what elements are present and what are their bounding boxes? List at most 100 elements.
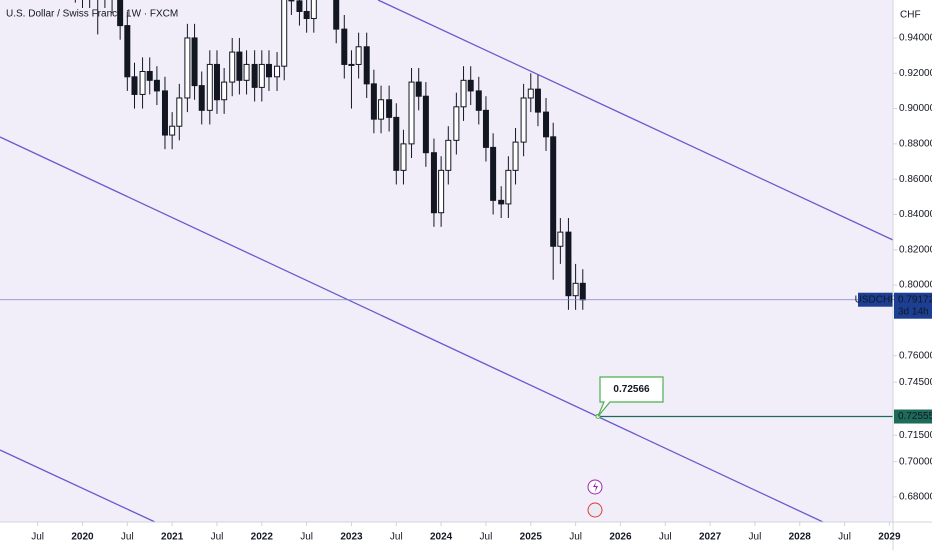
- x-tick-label: 2022: [251, 532, 274, 543]
- candle-body: [565, 231, 572, 297]
- y-tick-label: 0.80000: [899, 280, 932, 291]
- channel-bottom: [0, 449, 156, 522]
- x-tick-label: Jul: [569, 532, 582, 543]
- y-tick-label: 0.82000: [899, 244, 932, 255]
- x-tick-label: 2023: [340, 532, 363, 543]
- chart-title: U.S. Dollar / Swiss Franc · 1W · FXCM: [6, 9, 178, 20]
- candle-body: [124, 25, 131, 78]
- x-tick-label: 2024: [430, 532, 453, 543]
- candle-body: [206, 63, 213, 111]
- candle-body: [482, 109, 489, 148]
- y-tick-label: 0.74500: [899, 377, 932, 388]
- x-tick-label: 2027: [699, 532, 722, 543]
- candle-body: [512, 141, 519, 171]
- x-tick-label: Jul: [480, 532, 493, 543]
- price-box: [894, 292, 932, 319]
- candle-body: [296, 0, 303, 12]
- y-tick-label: 0.86000: [899, 174, 932, 185]
- candle-body: [303, 10, 310, 20]
- candle-body: [229, 51, 236, 83]
- candle-body: [370, 83, 377, 120]
- candle-body: [438, 169, 445, 214]
- x-tick-label: 2029: [878, 532, 901, 543]
- candle-body: [146, 70, 153, 81]
- last-price-label: 0.79172: [898, 294, 932, 305]
- y-tick-label: 0.70000: [899, 456, 932, 467]
- candle-body: [236, 51, 243, 81]
- drawings: [0, 0, 893, 522]
- x-tick-label: Jul: [749, 532, 762, 543]
- x-tick-label: Jul: [659, 532, 672, 543]
- candle-body: [527, 88, 534, 99]
- candle-body: [191, 37, 198, 87]
- candle-body: [467, 79, 474, 92]
- x-tick-label: 2026: [609, 532, 632, 543]
- candle-body: [363, 46, 370, 85]
- flag-icon: [587, 502, 603, 518]
- plot-background: [0, 0, 893, 522]
- candle-body: [258, 63, 265, 88]
- candle-body: [176, 97, 183, 127]
- candle-body: [534, 88, 541, 113]
- candle-body: [490, 146, 497, 201]
- symbol-label: USDCHF: [855, 294, 897, 305]
- candle-body: [348, 63, 355, 66]
- currency-label: CHF: [900, 10, 921, 21]
- candle-body: [117, 0, 124, 27]
- candle-body: [184, 37, 191, 99]
- candle-body: [131, 76, 138, 95]
- candle-body: [579, 282, 586, 301]
- x-tick-label: Jul: [211, 532, 224, 543]
- candle-body: [213, 63, 220, 101]
- candle-body: [386, 99, 393, 118]
- candle-body: [460, 79, 467, 108]
- candle-body: [139, 70, 146, 95]
- candle-body: [355, 46, 362, 65]
- candle-body: [408, 81, 415, 145]
- channel-top: [377, 0, 893, 241]
- x-tick-label: Jul: [121, 532, 134, 543]
- candle-body: [221, 81, 228, 101]
- candle-body: [288, 0, 295, 2]
- candle-body: [475, 90, 482, 111]
- x-tick-label: 2021: [161, 532, 184, 543]
- candle-body: [378, 99, 385, 120]
- countdown-label: 3d 14h: [898, 306, 929, 317]
- y-tick-label: 0.76000: [899, 350, 932, 361]
- candle-body: [198, 85, 205, 111]
- x-tick-label: 2020: [71, 532, 94, 543]
- y-tick-label: 0.94000: [899, 33, 932, 44]
- candle-body: [153, 79, 160, 92]
- x-tick-label: Jul: [838, 532, 851, 543]
- candle-body: [274, 65, 281, 78]
- candle-body: [557, 231, 564, 247]
- x-tick-label: 2025: [520, 532, 543, 543]
- y-tick-label: 0.90000: [899, 103, 932, 114]
- x-tick-label: Jul: [390, 532, 403, 543]
- candle-body: [310, 0, 317, 20]
- candle-body: [415, 81, 422, 97]
- candle-body: [543, 111, 550, 138]
- candle-body: [498, 199, 505, 205]
- candle-body: [550, 136, 557, 247]
- candle-body: [505, 169, 512, 205]
- candle-body: [393, 116, 400, 171]
- candle-body: [445, 139, 452, 171]
- candles: [74, 0, 586, 310]
- x-tick-label: Jul: [31, 532, 44, 543]
- candle-body: [169, 125, 176, 136]
- candle-body: [453, 106, 460, 141]
- y-tick-label: 0.92000: [899, 68, 932, 79]
- channel-middle: [0, 136, 824, 522]
- candle-body: [422, 95, 429, 154]
- x-tick-label: 2028: [789, 532, 812, 543]
- candle-body: [520, 97, 527, 143]
- y-tick-label: 0.68000: [899, 492, 932, 503]
- y-tick-label: 0.88000: [899, 139, 932, 150]
- candle-body: [572, 282, 579, 297]
- target-price-label: 0.72555: [898, 411, 932, 422]
- candle-body: [281, 0, 288, 67]
- target-price-box: [894, 409, 932, 424]
- icons: [587, 479, 603, 518]
